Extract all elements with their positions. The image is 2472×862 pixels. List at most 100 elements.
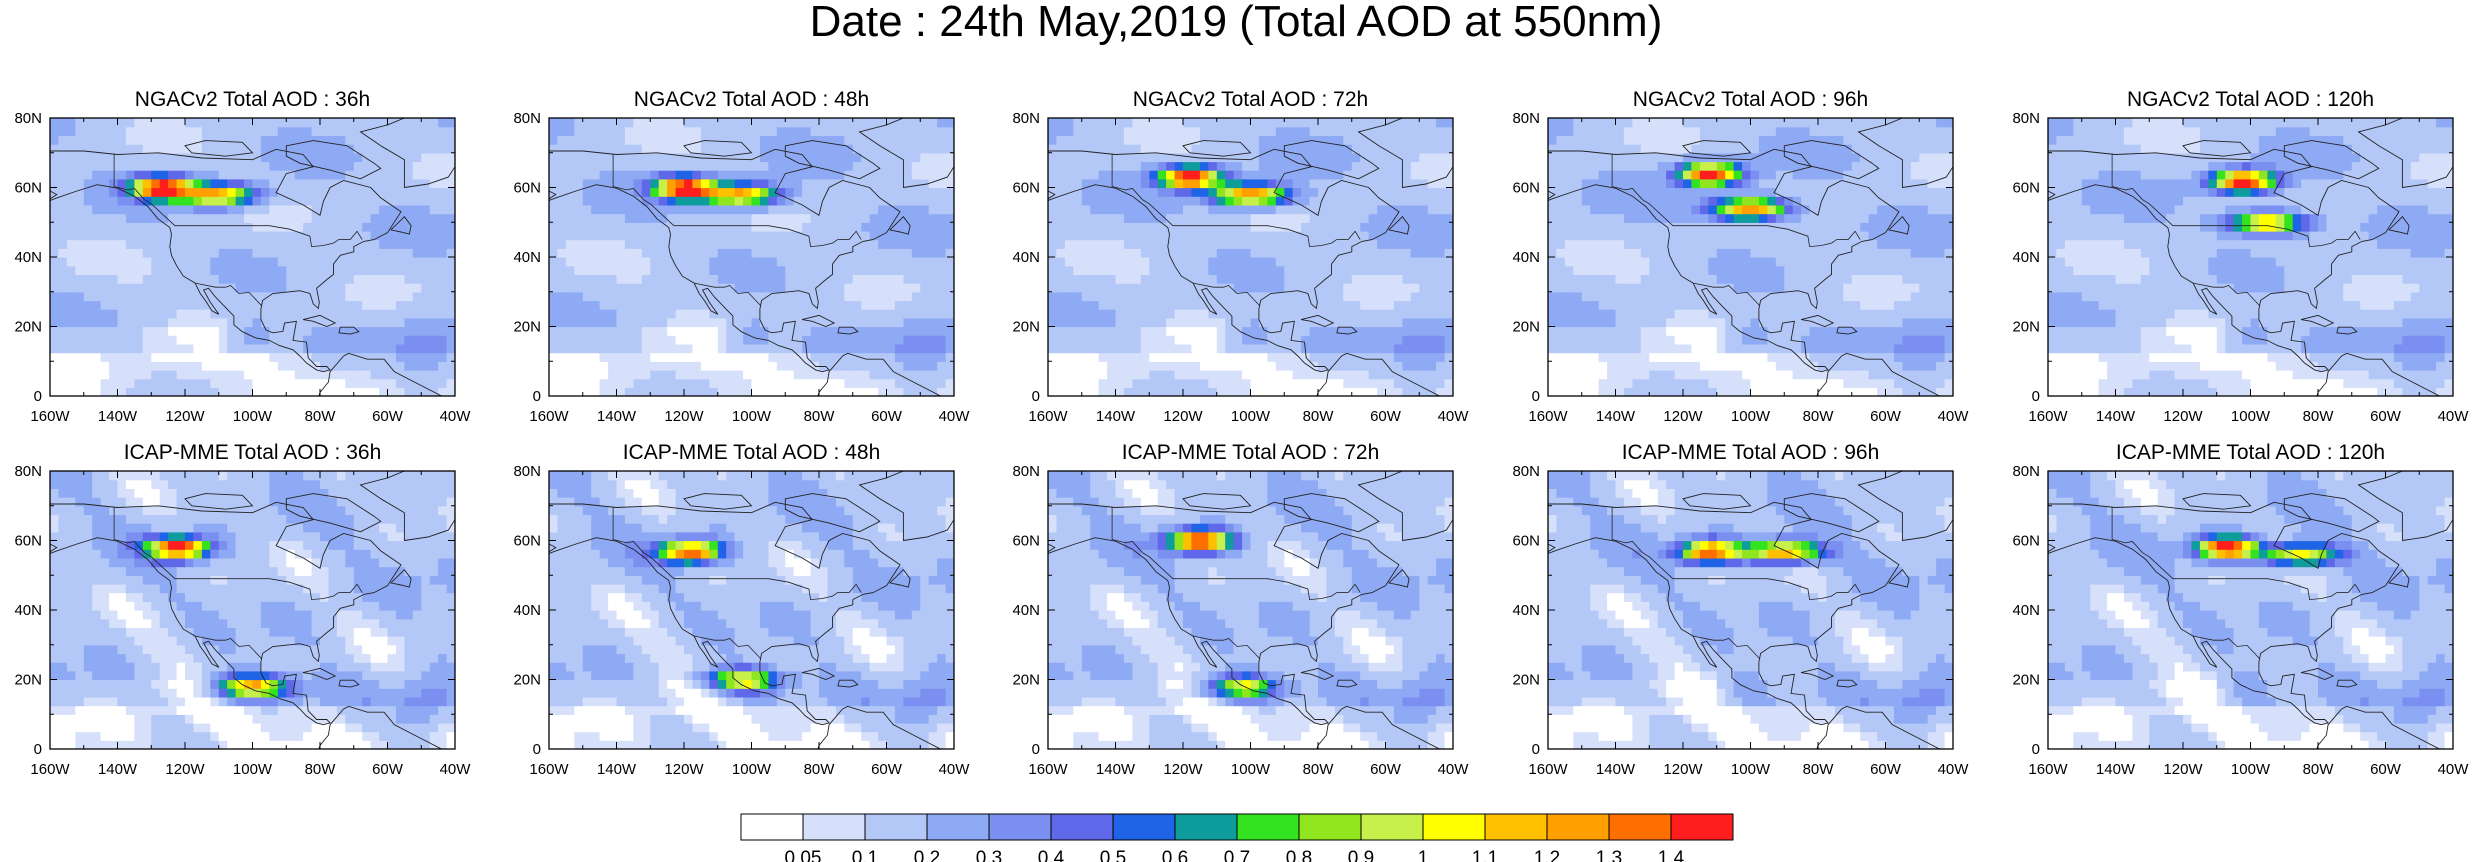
lon-tick-label: 80W: [804, 761, 836, 778]
lon-tick-label: 80W: [1303, 761, 1335, 778]
lon-tick-label: 40W: [939, 761, 971, 778]
lat-tick-label: 40N: [14, 249, 42, 266]
coastlines: [1548, 118, 1953, 396]
lat-tick-label: 80N: [1012, 110, 1040, 127]
lat-tick-label: 40N: [1512, 249, 1540, 266]
coastlines: [50, 471, 455, 749]
lat-tick-label: 60N: [2012, 180, 2040, 197]
coastlines: [549, 118, 954, 396]
lon-tick-label: 120W: [1163, 761, 1203, 778]
lat-tick-label: 80N: [1012, 463, 1040, 480]
lon-tick-label: 140W: [2096, 408, 2136, 425]
lat-tick-label: 40N: [513, 602, 541, 619]
lat-tick-label: 60N: [513, 533, 541, 550]
lat-tick-label: 0: [1032, 741, 1040, 758]
coastlines: [50, 118, 455, 396]
colorbar-label: 0.3: [976, 848, 1002, 862]
aod-field: [50, 118, 455, 396]
coastlines: [549, 471, 954, 749]
lon-tick-label: 40W: [2438, 408, 2470, 425]
panel-title: ICAP-MME Total AOD : 48h: [623, 441, 881, 464]
lon-tick-label: 140W: [1096, 761, 1136, 778]
lon-tick-label: 140W: [98, 408, 138, 425]
map-panel-3: NGACv2 Total AOD : 72h 160W 140W 120W 100W 80…: [1012, 88, 1469, 425]
aod-field: [2048, 471, 2453, 749]
lon-tick-label: 140W: [597, 408, 637, 425]
coastlines: [1048, 118, 1453, 396]
lon-tick-label: 160W: [1528, 408, 1568, 425]
lon-tick-label: 120W: [165, 761, 205, 778]
colorbar-swatch: [740, 813, 804, 841]
lon-tick-label: 100W: [233, 761, 273, 778]
aod-field: [549, 471, 954, 749]
colorbar-swatch: [1670, 813, 1734, 841]
aod-field: [1048, 118, 1453, 396]
lat-tick-label: 20N: [513, 672, 541, 689]
lon-tick-label: 160W: [1028, 408, 1068, 425]
lat-tick-label: 20N: [14, 672, 42, 689]
coastlines: [1548, 471, 1953, 749]
lon-tick-label: 160W: [30, 761, 70, 778]
colorbar-label: 1: [1418, 848, 1429, 862]
map-panel-10: ICAP-MME Total AOD : 120h 160W 140W 120W 100…: [2012, 441, 2469, 778]
lat-tick-label: 60N: [14, 533, 42, 550]
colorbar-label: 0.8: [1286, 848, 1312, 862]
lat-tick-label: 80N: [513, 110, 541, 127]
colorbar-label: 0.1: [852, 848, 878, 862]
colorbar-swatch: [864, 813, 928, 841]
lon-tick-label: 80W: [1303, 408, 1335, 425]
lon-tick-label: 80W: [305, 761, 337, 778]
lon-tick-label: 120W: [1663, 408, 1703, 425]
colorbar-label: 0.2: [914, 848, 940, 862]
map-panel-6: ICAP-MME Total AOD : 36h 160W 140W 120W 100W…: [14, 441, 471, 778]
lat-tick-label: 80N: [2012, 110, 2040, 127]
lat-tick-label: 80N: [513, 463, 541, 480]
lon-tick-label: 120W: [2163, 408, 2203, 425]
panel-title: NGACv2 Total AOD : 72h: [1133, 88, 1368, 111]
colorbar-swatch: [1360, 813, 1424, 841]
lon-tick-label: 140W: [1596, 408, 1636, 425]
colorbar-label: 0.5: [1100, 848, 1126, 862]
panel-title: NGACv2 Total AOD : 120h: [2127, 88, 2374, 111]
lon-tick-label: 40W: [1938, 761, 1970, 778]
lon-tick-label: 140W: [1096, 408, 1136, 425]
aod-field: [1548, 471, 1953, 749]
lon-tick-label: 140W: [597, 761, 637, 778]
map-panel-7: ICAP-MME Total AOD : 48h 160W 140W 120W 100W…: [513, 441, 970, 778]
colorbar-swatch: [1484, 813, 1548, 841]
lat-tick-label: 0: [1532, 741, 1540, 758]
colorbar-swatch: [988, 813, 1052, 841]
panel-title: ICAP-MME Total AOD : 72h: [1122, 441, 1380, 464]
coastlines: [1048, 471, 1453, 749]
lon-tick-label: 60W: [871, 761, 903, 778]
lon-tick-label: 120W: [2163, 761, 2203, 778]
colorbar-label: 0.9: [1348, 848, 1374, 862]
lat-tick-label: 80N: [2012, 463, 2040, 480]
colorbar-swatch: [1112, 813, 1176, 841]
lon-tick-label: 100W: [1731, 408, 1771, 425]
lon-tick-label: 160W: [1028, 761, 1068, 778]
lon-tick-label: 60W: [2370, 761, 2402, 778]
lat-tick-label: 40N: [2012, 602, 2040, 619]
lon-tick-label: 160W: [1528, 761, 1568, 778]
lat-tick-label: 60N: [513, 180, 541, 197]
lat-tick-label: 80N: [14, 110, 42, 127]
lat-tick-label: 20N: [2012, 319, 2040, 336]
lat-tick-label: 20N: [1012, 672, 1040, 689]
figure-title: Date : 24th May,2019 (Total AOD at 550nm…: [809, 0, 1663, 46]
lat-tick-label: 20N: [1012, 319, 1040, 336]
colorbar-swatch: [1546, 813, 1610, 841]
lat-tick-label: 40N: [2012, 249, 2040, 266]
colorbar-swatch: [1050, 813, 1114, 841]
colorbar-label: 1.4: [1658, 848, 1685, 862]
lon-tick-label: 160W: [529, 408, 569, 425]
lat-tick-label: 60N: [1512, 180, 1540, 197]
lon-tick-label: 60W: [1870, 408, 1902, 425]
lon-tick-label: 40W: [939, 408, 971, 425]
lon-tick-label: 100W: [732, 761, 772, 778]
colorbar-swatch: [926, 813, 990, 841]
colorbar-swatch: [1298, 813, 1362, 841]
lon-tick-label: 80W: [1803, 408, 1835, 425]
